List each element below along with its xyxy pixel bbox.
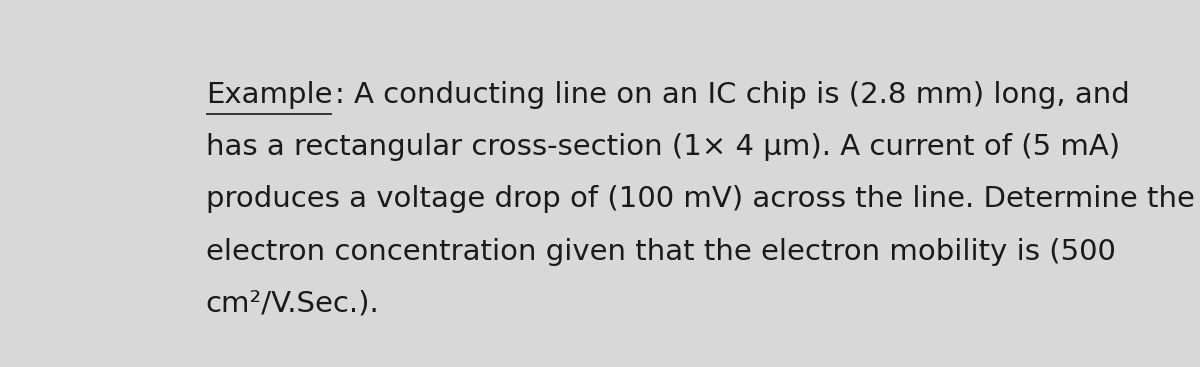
Text: : A conducting line on an IC chip is (2.8 mm) long, and: : A conducting line on an IC chip is (2.… <box>335 81 1130 109</box>
Text: electron concentration given that the electron mobility is (500: electron concentration given that the el… <box>206 237 1116 266</box>
Text: cm²/V.Sec.).: cm²/V.Sec.). <box>206 290 379 318</box>
Text: has a rectangular cross-section (1× 4 μm). A current of (5 mA): has a rectangular cross-section (1× 4 μm… <box>206 133 1120 161</box>
Text: produces a voltage drop of (100 mV) across the line. Determine the: produces a voltage drop of (100 mV) acro… <box>206 185 1195 213</box>
Text: Example: Example <box>206 81 332 109</box>
